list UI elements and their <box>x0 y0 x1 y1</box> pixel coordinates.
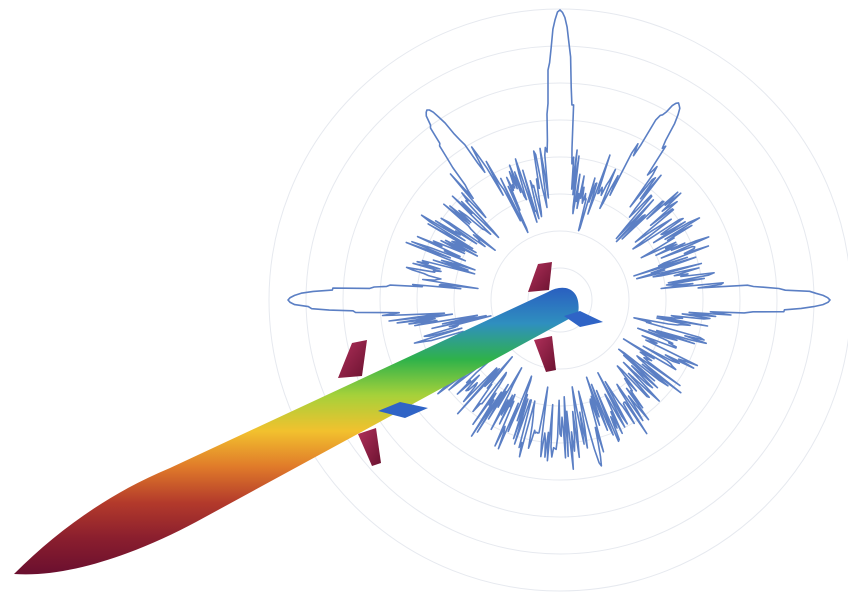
polar-ring-4 <box>416 156 704 444</box>
polar-ring-5 <box>379 119 741 481</box>
missile-body <box>14 287 579 575</box>
rear-fin-top <box>528 262 552 292</box>
missile <box>14 262 603 575</box>
polar-ring-2 <box>490 230 630 370</box>
polar-ring-8 <box>268 8 848 592</box>
forward-fin-bottom <box>358 428 381 466</box>
polar-ring-7 <box>305 45 815 555</box>
radar-cross-section-pattern <box>287 9 831 470</box>
rear-fin-bottom <box>534 336 556 372</box>
polar-ring-1 <box>527 267 593 333</box>
polar-grid <box>268 8 848 592</box>
rear-canard <box>564 311 603 327</box>
forward-fin-top <box>338 340 367 378</box>
forward-canard <box>378 402 428 418</box>
polar-ring-6 <box>342 82 778 518</box>
